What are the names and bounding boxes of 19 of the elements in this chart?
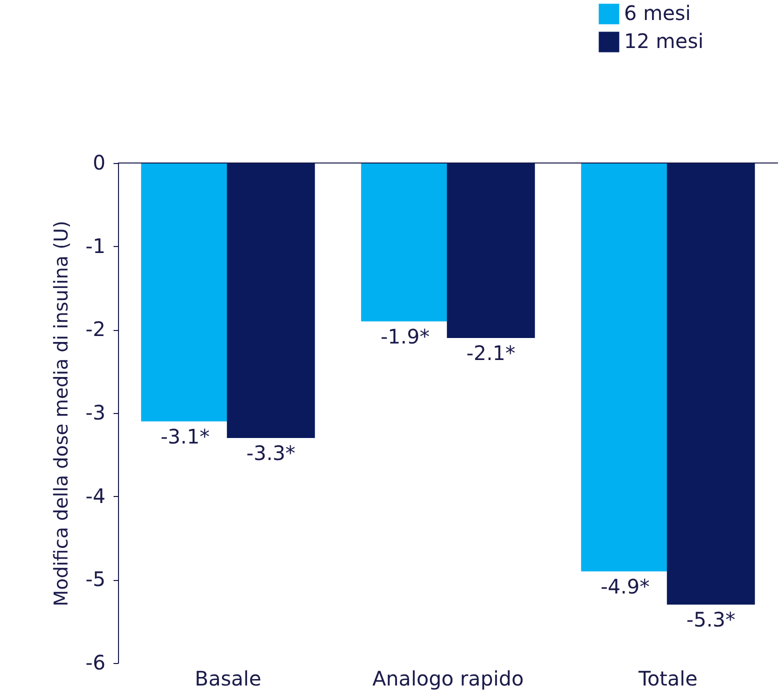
legend-label: 12 mesi bbox=[624, 29, 704, 53]
x-tick-label: Totale bbox=[637, 666, 698, 690]
y-tick-label: 0 bbox=[92, 150, 106, 174]
data-label: -2.1* bbox=[466, 341, 516, 365]
y-tick-label: -1 bbox=[86, 234, 106, 258]
legend-label: 6 mesi bbox=[624, 1, 691, 25]
y-tick-label: -5 bbox=[86, 567, 106, 592]
data-label: -1.9* bbox=[380, 324, 430, 348]
y-axis-title: Modifica della dose media di insulina (U) bbox=[50, 220, 73, 606]
x-tick-label: Basale bbox=[194, 666, 262, 690]
data-label: -3.3* bbox=[246, 441, 296, 465]
x-tick-label: Analogo rapido bbox=[372, 666, 524, 690]
data-label: -4.9* bbox=[600, 574, 650, 598]
y-tick-label: -6 bbox=[86, 650, 106, 674]
y-tick-label: -3 bbox=[86, 400, 106, 424]
y-tick-label: -2 bbox=[86, 317, 106, 342]
data-label: -5.3* bbox=[686, 608, 736, 632]
data-label: -3.1* bbox=[160, 424, 210, 448]
y-tick-label: -4 bbox=[86, 484, 106, 508]
